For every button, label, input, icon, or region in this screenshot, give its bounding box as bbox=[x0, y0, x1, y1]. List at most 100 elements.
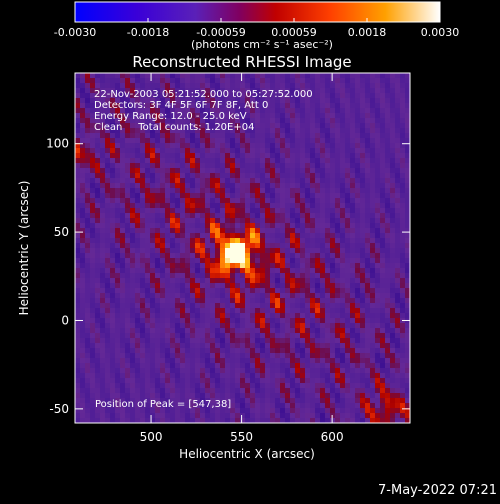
heatmap-cell bbox=[220, 78, 226, 84]
heatmap-cell bbox=[330, 358, 336, 364]
heatmap-cell bbox=[185, 213, 191, 219]
annotation-time: 22-Nov-2003 05:21:52.000 to 05:27:52.000 bbox=[94, 89, 313, 100]
heatmap-cell bbox=[370, 83, 376, 89]
heatmap-cell bbox=[175, 333, 181, 339]
heatmap-cell bbox=[325, 253, 331, 259]
heatmap-cell bbox=[160, 248, 166, 254]
heatmap-cell bbox=[315, 313, 321, 319]
heatmap-cell bbox=[255, 403, 261, 409]
heatmap-cell bbox=[315, 418, 321, 423]
heatmap-cell bbox=[95, 333, 101, 339]
heatmap-cell bbox=[275, 168, 281, 174]
heatmap-cell bbox=[115, 353, 121, 359]
heatmap-cell bbox=[260, 128, 266, 134]
heatmap-cell bbox=[95, 218, 101, 224]
heatmap-cell bbox=[345, 183, 351, 189]
heatmap-cell bbox=[340, 73, 346, 79]
heatmap-cell bbox=[300, 188, 306, 194]
heatmap-cell bbox=[100, 78, 106, 84]
heatmap-cell bbox=[165, 83, 171, 89]
heatmap-cell bbox=[155, 343, 161, 349]
heatmap-cell bbox=[165, 263, 171, 269]
heatmap-cell bbox=[285, 198, 291, 204]
heatmap-cell bbox=[280, 93, 286, 99]
heatmap-cell bbox=[125, 218, 131, 224]
heatmap-cell bbox=[160, 388, 166, 394]
heatmap-cell bbox=[275, 353, 281, 359]
heatmap-cell bbox=[195, 353, 201, 359]
heatmap-cell bbox=[105, 153, 111, 159]
heatmap-cell bbox=[235, 238, 241, 244]
heatmap-cell bbox=[400, 78, 406, 84]
heatmap-cell bbox=[260, 288, 266, 294]
heatmap-cell bbox=[185, 278, 191, 284]
heatmap-cell bbox=[155, 138, 161, 144]
heatmap-cell bbox=[390, 283, 396, 289]
heatmap-cell bbox=[130, 258, 136, 264]
heatmap-cell bbox=[375, 358, 381, 364]
heatmap-cell bbox=[90, 348, 96, 354]
heatmap-cell bbox=[205, 228, 211, 234]
heatmap-cell bbox=[330, 93, 336, 99]
heatmap-cell bbox=[385, 138, 391, 144]
heatmap-cell bbox=[190, 198, 196, 204]
heatmap-cell bbox=[150, 323, 156, 329]
heatmap-cell bbox=[160, 308, 166, 314]
heatmap-cell bbox=[360, 388, 366, 394]
heatmap-cell bbox=[310, 368, 316, 374]
heatmap-cell bbox=[85, 323, 91, 329]
heatmap-cell bbox=[260, 258, 266, 264]
heatmap-cell bbox=[155, 118, 161, 124]
heatmap-cell bbox=[170, 293, 176, 299]
heatmap-cell bbox=[95, 118, 101, 124]
heatmap-cell bbox=[405, 353, 410, 359]
heatmap-cell bbox=[210, 343, 216, 349]
heatmap-cell bbox=[305, 383, 311, 389]
heatmap-cell bbox=[75, 238, 81, 244]
heatmap-cell bbox=[320, 188, 326, 194]
heatmap-cell bbox=[165, 223, 171, 229]
heatmap-cell bbox=[190, 183, 196, 189]
heatmap-cell bbox=[395, 223, 401, 229]
heatmap-cell bbox=[220, 143, 226, 149]
heatmap-cell bbox=[340, 258, 346, 264]
heatmap-cell bbox=[155, 353, 161, 359]
heatmap-cell bbox=[365, 158, 371, 164]
heatmap-cell bbox=[165, 238, 171, 244]
heatmap-cell bbox=[205, 108, 211, 114]
heatmap-cell bbox=[195, 273, 201, 279]
heatmap-cell bbox=[295, 163, 301, 169]
heatmap-cell bbox=[120, 403, 126, 409]
heatmap-cell bbox=[310, 233, 316, 239]
heatmap-cell bbox=[100, 403, 106, 409]
heatmap-cell bbox=[205, 123, 211, 129]
heatmap-cell bbox=[185, 258, 191, 264]
heatmap-cell bbox=[230, 218, 236, 224]
heatmap-cell bbox=[255, 118, 261, 124]
heatmap-cell bbox=[380, 233, 386, 239]
heatmap-cell bbox=[380, 378, 386, 384]
heatmap-cell bbox=[290, 93, 296, 99]
heatmap-cell bbox=[365, 83, 371, 89]
heatmap-cell bbox=[235, 293, 241, 299]
heatmap-cell bbox=[170, 333, 176, 339]
heatmap-cell bbox=[200, 398, 206, 404]
heatmap-cell bbox=[90, 373, 96, 379]
heatmap-cell bbox=[220, 338, 226, 344]
heatmap-cell bbox=[280, 118, 286, 124]
heatmap-cell bbox=[220, 403, 226, 409]
heatmap-cell bbox=[385, 178, 391, 184]
heatmap-cell bbox=[155, 288, 161, 294]
heatmap-cell bbox=[215, 88, 221, 94]
heatmap-cell bbox=[130, 298, 136, 304]
heatmap-cell bbox=[325, 268, 331, 274]
heatmap-cell bbox=[255, 268, 261, 274]
heatmap-cell bbox=[390, 343, 396, 349]
heatmap-cell bbox=[300, 213, 306, 219]
heatmap-cell bbox=[290, 113, 296, 119]
x-tick-label: 550 bbox=[230, 430, 253, 444]
heatmap-cell bbox=[385, 108, 391, 114]
heatmap-cell bbox=[350, 178, 356, 184]
heatmap-cell bbox=[125, 313, 131, 319]
heatmap-cell bbox=[265, 358, 271, 364]
